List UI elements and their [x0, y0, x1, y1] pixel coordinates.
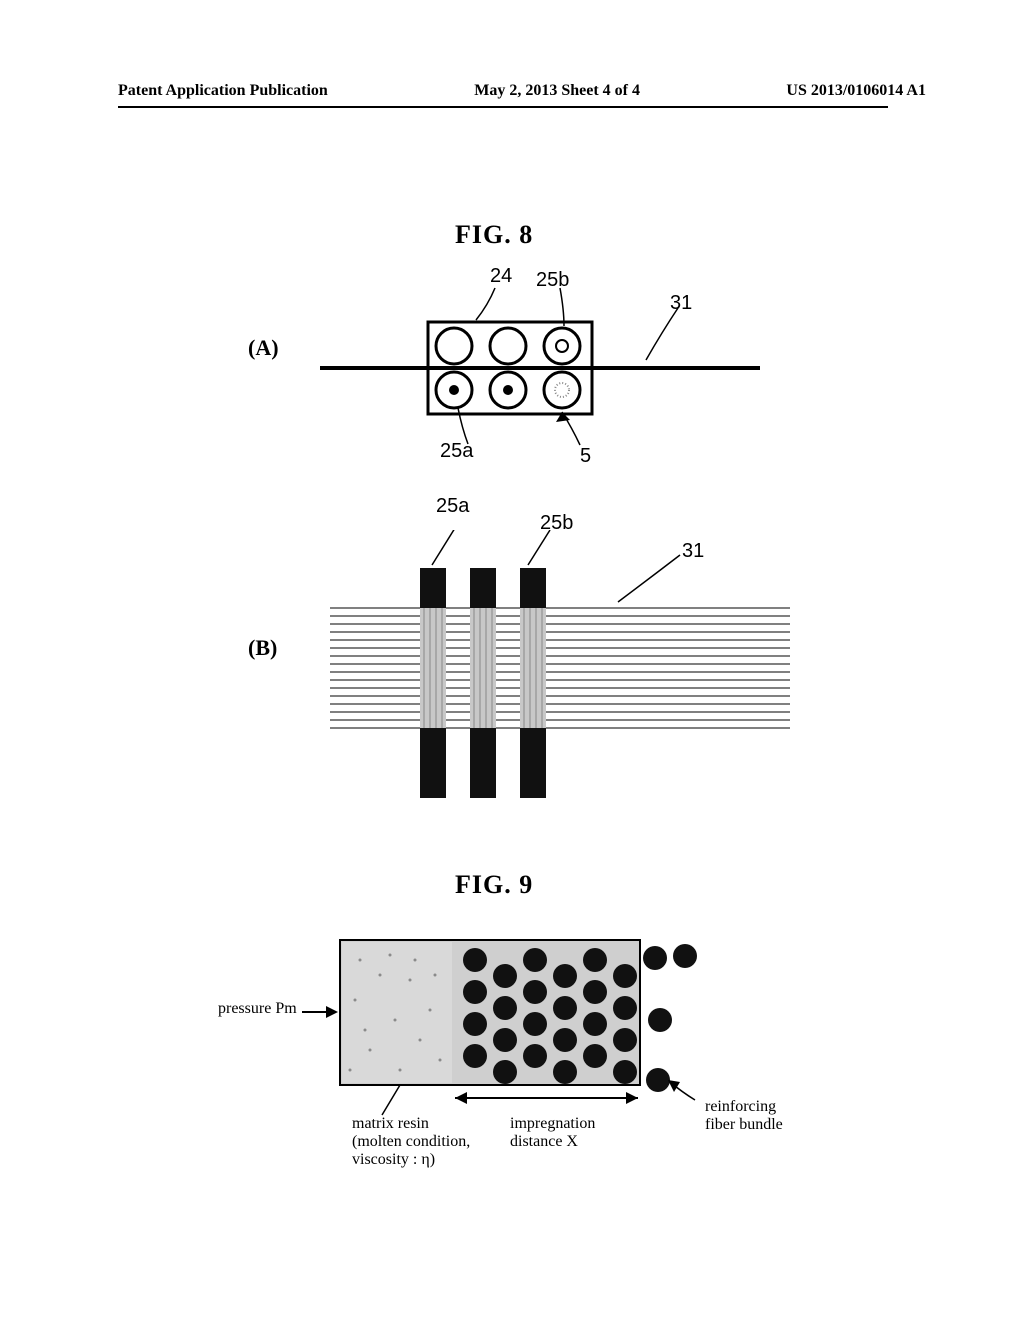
header-center: May 2, 2013 Sheet 4 of 4 [474, 82, 640, 100]
fig9-pressure-label: pressure Pm [218, 1000, 297, 1018]
fig8a-label-25a: 25a [440, 440, 473, 463]
fig8-panel-b-label: (B) [248, 635, 277, 661]
fig9-imp-line1: impregnation [510, 1115, 595, 1133]
fig8a-label-5: 5 [580, 445, 591, 468]
fig9-fiber-line2: fiber bundle [705, 1116, 783, 1134]
fig9-fiber-line1: reinforcing [705, 1098, 776, 1116]
fig8-panel-a-label: (A) [248, 335, 279, 361]
header-rule [118, 106, 888, 108]
fig8a-label-24: 24 [490, 265, 512, 288]
fig9-title: FIG. 9 [455, 870, 533, 900]
fig8a-label-25b: 25b [536, 269, 569, 292]
page-header: Patent Application Publication May 2, 20… [0, 82, 1024, 116]
header-right: US 2013/0106014 A1 [786, 82, 926, 100]
fig8a-label-31: 31 [670, 292, 692, 315]
fig9-matrix-line3: viscosity : η) [352, 1151, 435, 1169]
fig9-imp-line2: distance X [510, 1133, 578, 1151]
fig8-panel-b [330, 530, 800, 830]
header-row: Patent Application Publication May 2, 20… [118, 82, 926, 100]
fig9-matrix-line1: matrix resin [352, 1115, 429, 1133]
fig8-title: FIG. 8 [455, 220, 533, 250]
page-root: Patent Application Publication May 2, 20… [0, 0, 1024, 1320]
fig8b-label-25a: 25a [436, 495, 469, 518]
header-left: Patent Application Publication [118, 82, 328, 100]
fig9-matrix-line2: (molten condition, [352, 1133, 470, 1151]
